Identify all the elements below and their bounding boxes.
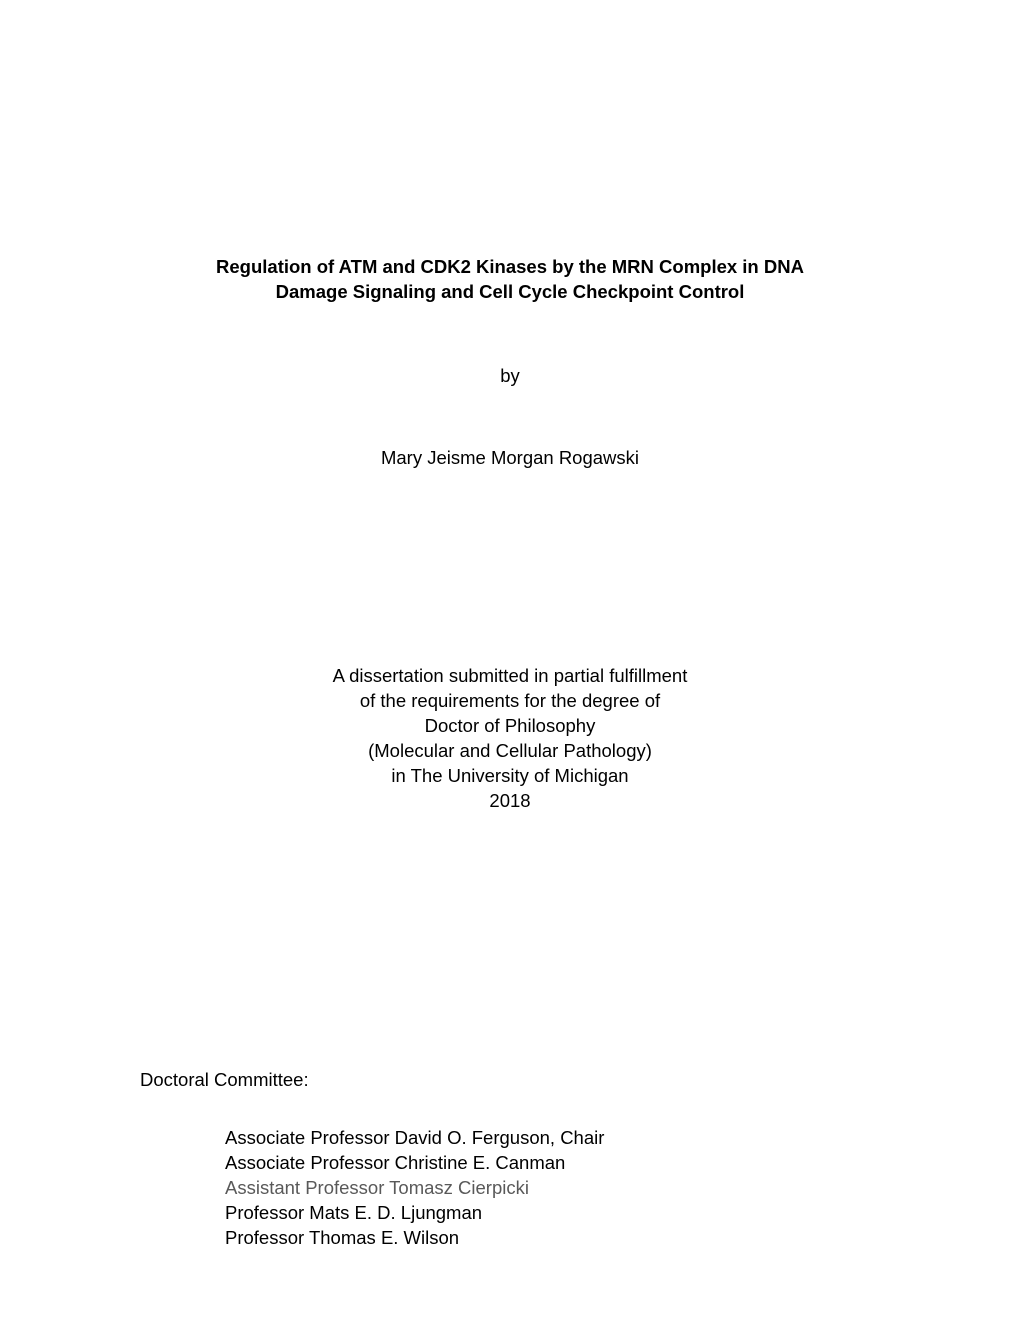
committee-member: Associate Professor Christine E. Canman	[225, 1151, 880, 1176]
committee-member: Associate Professor David O. Ferguson, C…	[225, 1126, 880, 1151]
submission-line-1: A dissertation submitted in partial fulf…	[140, 664, 880, 689]
submission-line-3: Doctor of Philosophy	[140, 714, 880, 739]
submission-line-2: of the requirements for the degree of	[140, 689, 880, 714]
submission-line-4: (Molecular and Cellular Pathology)	[140, 739, 880, 764]
committee-heading: Doctoral Committee:	[140, 1069, 880, 1091]
submission-statement: A dissertation submitted in partial fulf…	[140, 664, 880, 814]
title-line-2: Damage Signaling and Cell Cycle Checkpoi…	[140, 280, 880, 305]
by-label: by	[140, 365, 880, 387]
committee-member: Professor Thomas E. Wilson	[225, 1226, 880, 1251]
author-name: Mary Jeisme Morgan Rogawski	[140, 447, 880, 469]
committee-member: Assistant Professor Tomasz Cierpicki	[225, 1176, 880, 1201]
dissertation-title: Regulation of ATM and CDK2 Kinases by th…	[140, 255, 880, 305]
submission-line-5: in The University of Michigan	[140, 764, 880, 789]
submission-line-6: 2018	[140, 789, 880, 814]
committee-list: Associate Professor David O. Ferguson, C…	[140, 1126, 880, 1251]
committee-member: Professor Mats E. D. Ljungman	[225, 1201, 880, 1226]
title-line-1: Regulation of ATM and CDK2 Kinases by th…	[140, 255, 880, 280]
